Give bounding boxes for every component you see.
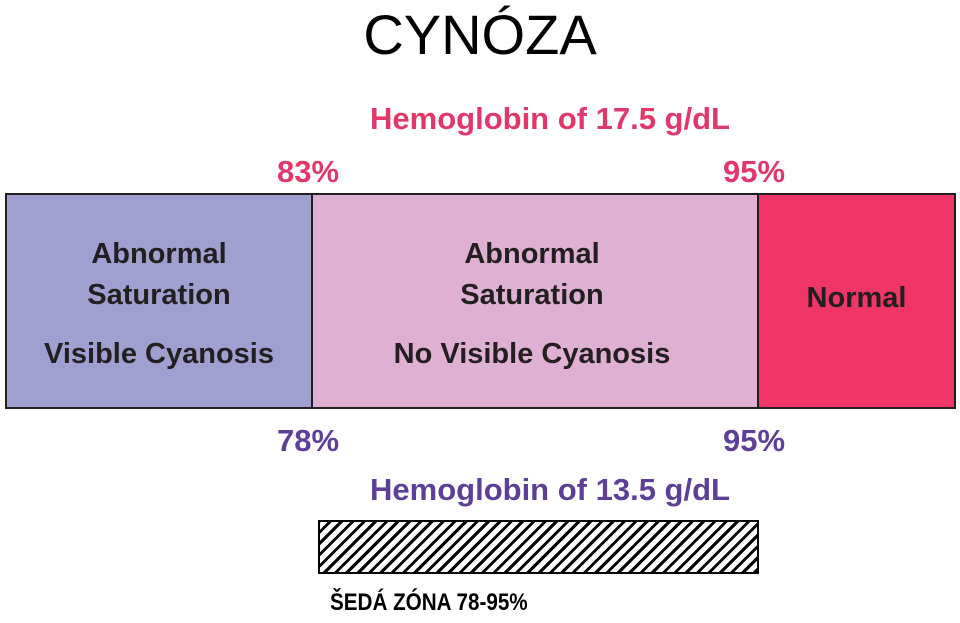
hemoglobin-13-5-label: Hemoglobin of 13.5 g/dL [370, 472, 730, 507]
segment-no-visible-cyanosis: Abnormal Saturation No Visible Cyanosis [313, 195, 759, 407]
segment-3-line-1: Normal [806, 282, 907, 314]
segment-visible-cyanosis: Abnormal Saturation Visible Cyanosis [7, 195, 313, 407]
segment-1-line-2: Saturation [87, 279, 231, 311]
bottom-left-threshold: 78% [277, 423, 340, 458]
segment-1-line-3: Visible Cyanosis [44, 338, 274, 370]
bottom-right-threshold: 95% [723, 423, 786, 458]
segment-2-line-3: No Visible Cyanosis [393, 338, 671, 370]
saturation-band: Abnormal Saturation Visible Cyanosis Abn… [5, 193, 956, 409]
gray-zone-label: ŠEDÁ ZÓNA 78-95% [330, 589, 528, 616]
segment-normal: Normal [759, 195, 954, 407]
top-left-threshold: 83% [277, 154, 340, 189]
segment-2-line-2: Saturation [460, 279, 604, 311]
diagram-title: CYNÓZA [363, 3, 597, 66]
hemoglobin-17-5-label: Hemoglobin of 17.5 g/dL [370, 101, 730, 136]
gray-zone-hatched-bar [318, 520, 759, 574]
segment-1-line-1: Abnormal [91, 238, 227, 270]
segment-2-line-1: Abnormal [464, 238, 600, 270]
top-right-threshold: 95% [723, 154, 786, 189]
